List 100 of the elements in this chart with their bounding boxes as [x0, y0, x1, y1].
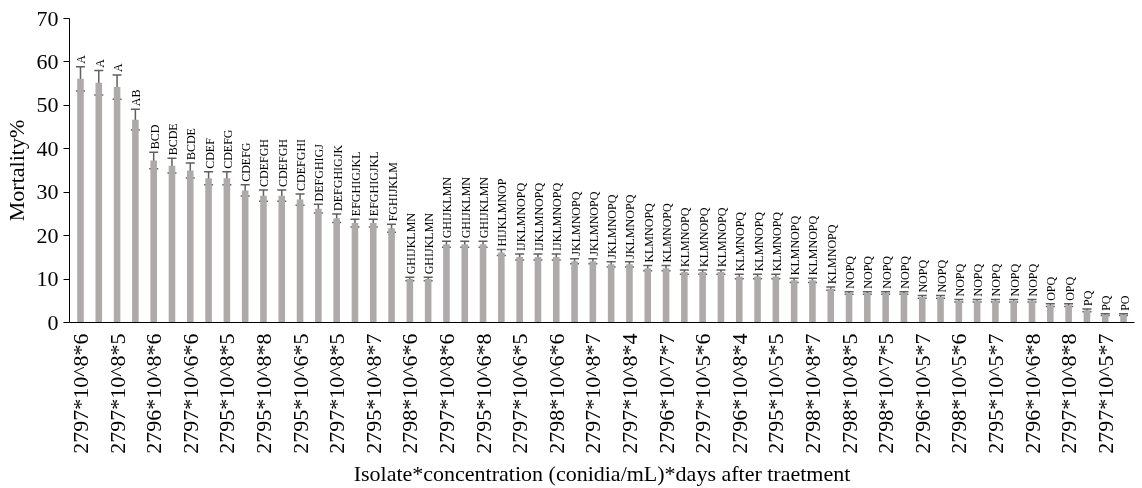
data-label: GHIJKLMN: [422, 212, 437, 275]
y-tick-label: 30: [36, 179, 59, 205]
data-label: KLMNOPQ: [788, 215, 803, 276]
y-tick-label: 40: [36, 135, 59, 161]
bar: [662, 268, 670, 323]
data-label: JKLMNOPQ: [605, 194, 620, 259]
x-tick-label: 2797*10^8*6: [433, 333, 459, 454]
bar: [864, 292, 871, 323]
bar: [754, 276, 761, 323]
x-tick-label: 2797*10^8*4: [616, 333, 642, 454]
x-tick-label: 2798*10^6*6: [543, 333, 569, 454]
data-label: GHIJKLMN: [403, 212, 418, 275]
data-label: PO: [1117, 295, 1132, 311]
bar: [205, 178, 212, 323]
y-tick-label: 70: [36, 5, 59, 31]
bar: [498, 252, 505, 323]
bar: [735, 276, 743, 323]
data-label: A: [92, 58, 107, 68]
data-label: OPQ: [1062, 276, 1077, 301]
bar: [461, 244, 469, 323]
y-tick-label: 60: [36, 48, 59, 74]
y-tick-label: 50: [36, 92, 59, 118]
x-tick-label: 2797*10^8*5: [104, 333, 130, 454]
data-label: KLMNOPQ: [696, 207, 711, 267]
x-tick-label: 2796*10^8*4: [726, 333, 752, 454]
x-tick-label: 2797*10^8*7: [580, 333, 606, 454]
data-label: EFGHIGJKL: [367, 151, 382, 217]
bar: [443, 244, 450, 323]
bar: [369, 223, 377, 323]
y-tick-label: 0: [47, 309, 59, 335]
bar: [644, 268, 652, 323]
data-label: IJKLMNOPQ: [513, 182, 528, 251]
x-tick-label: 2796*10^5*7: [909, 333, 935, 454]
x-tick-label: 2795*10^6*5: [287, 333, 313, 454]
bar: [827, 288, 835, 323]
x-tick-label: 2798*10^8*5: [836, 333, 862, 454]
bar: [516, 256, 523, 323]
bar: [918, 296, 926, 323]
bar: [992, 300, 999, 323]
x-tick-label: 2797*10^6*6: [177, 333, 203, 454]
x-tick-label: 2797*10^8*8: [1056, 333, 1082, 454]
data-label: KLMNOPQ: [641, 202, 656, 263]
data-label: NOPQ: [971, 263, 986, 297]
bar: [406, 279, 414, 323]
data-label: JKLMNOPQ: [568, 191, 583, 256]
bar: [223, 178, 231, 323]
data-label: A: [111, 62, 126, 72]
bar: [571, 261, 578, 323]
data-label: GHIJKLMN: [477, 176, 492, 239]
data-label: BCD: [147, 124, 162, 150]
data-label: NOPQ: [1026, 263, 1041, 297]
bar: [168, 165, 176, 323]
bar: [607, 264, 615, 323]
bar: [333, 218, 340, 323]
bar: [296, 199, 304, 323]
bar: [479, 244, 487, 323]
y-axis-title: Mortality%: [3, 119, 29, 222]
data-label: GHIJKLMN: [458, 176, 473, 239]
x-tick-label: 2797*10^8*5: [324, 333, 350, 454]
data-label: NOPQ: [861, 255, 876, 289]
bar: [1101, 314, 1109, 323]
data-label: KLMNOPQ: [769, 211, 784, 272]
data-label: KLMNOPQ: [824, 224, 839, 284]
bar: [589, 261, 597, 323]
data-label: JKLMNOPQ: [623, 194, 638, 259]
data-label: KLMNOPQ: [678, 207, 693, 267]
bar: [772, 276, 780, 323]
bar: [534, 256, 542, 323]
data-label: KLMNOPQ: [714, 207, 729, 267]
bar: [1120, 314, 1127, 323]
bar: [937, 296, 944, 323]
bar: [77, 78, 84, 323]
x-tick-label: 2795*10^6*8: [470, 333, 496, 454]
bar: [882, 292, 889, 323]
data-label: IJKLMNOPQ: [550, 182, 565, 251]
bar: [552, 256, 560, 323]
data-label: EFGHIGJKL: [348, 151, 363, 217]
data-label: NOPQ: [952, 263, 967, 297]
data-label: KLMNOPQ: [660, 202, 675, 263]
x-tick-label: 2798*10^8*7: [799, 333, 825, 454]
bar: [241, 190, 249, 323]
bar: [699, 272, 706, 323]
data-label: NOPQ: [897, 255, 912, 289]
data-label: CDEF: [202, 137, 217, 169]
data-label: JKLMNOPQ: [586, 191, 601, 256]
data-label: FGHIJKLM: [385, 161, 400, 222]
y-tick-label: 20: [36, 222, 59, 248]
x-tick-label: 2796*10^8*6: [141, 333, 167, 454]
data-label: DEFGHIGJK: [330, 144, 345, 211]
x-tick-label: 2795*10^8*7: [360, 333, 386, 454]
data-label: NOPQ: [989, 263, 1004, 297]
data-label: NOPQ: [843, 255, 858, 289]
bar: [790, 280, 798, 323]
data-label: NOPQ: [934, 259, 949, 293]
x-tick-label: 2798*10^6*6: [397, 333, 423, 454]
data-label: CDEFGH: [257, 138, 272, 188]
data-label: GHIJKLMN: [440, 176, 455, 239]
data-label: KLMNOPQ: [806, 215, 821, 276]
x-tick-label: 2795*10^8*8: [250, 333, 276, 454]
x-tick-label: 2796*10^7*7: [653, 333, 679, 454]
